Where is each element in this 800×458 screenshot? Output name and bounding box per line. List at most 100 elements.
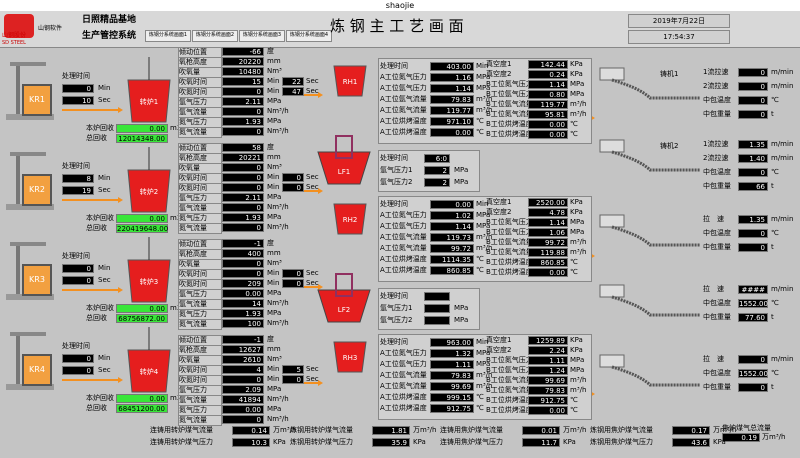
label: 2流拉速 — [703, 154, 729, 162]
lf-name: LF1 — [337, 168, 351, 176]
label: t — [771, 313, 774, 321]
arrow — [118, 287, 123, 293]
label: Sec — [306, 269, 319, 277]
vendor: 山钢软件 — [38, 25, 63, 32]
label: Min — [98, 84, 111, 92]
value: 1.14 — [430, 84, 474, 93]
converter-name: 转炉2 — [139, 188, 159, 196]
label: A工位氮气压力 — [380, 73, 427, 81]
tab[interactable]: 炼钢分系统画面3 — [239, 30, 285, 42]
label: 氩气压力1 — [380, 304, 413, 312]
vessel-shape — [335, 273, 353, 297]
vessel-shape — [16, 66, 20, 116]
label: MPa — [570, 80, 585, 88]
value: 99.69 — [528, 376, 568, 385]
label: ℃ — [476, 128, 484, 136]
value: 0 — [738, 383, 768, 392]
label: B工位氩气压力 — [486, 366, 533, 374]
tab[interactable]: 炼钢分系统画面2 — [192, 30, 238, 42]
label: MPa — [570, 356, 585, 364]
label: A工位烘烤温度 — [380, 128, 427, 136]
value: 100 — [222, 319, 264, 328]
label: B工位氮气压力 — [486, 80, 533, 88]
value: 0.00 — [528, 120, 568, 129]
label: KPa — [570, 336, 583, 344]
label: ℃ — [476, 393, 484, 401]
value: 0.00 — [222, 289, 264, 298]
label: m³/h — [476, 106, 493, 114]
value: 6:0 — [424, 154, 450, 163]
value: 0 — [222, 173, 264, 182]
vessel-shape — [6, 204, 54, 210]
label: m/min — [771, 154, 794, 162]
label: 处理时间 — [62, 72, 90, 80]
label: 本炉回收 — [86, 214, 114, 222]
label: 1流拉速 — [703, 68, 729, 76]
param-label: 氮气流量 — [178, 223, 222, 234]
label: Min — [267, 77, 280, 85]
label: MPa — [454, 166, 469, 174]
value: 2.24 — [528, 346, 568, 355]
value: 0.00 — [430, 200, 474, 209]
label: Sec — [306, 375, 319, 383]
converter-name: 转炉4 — [139, 368, 159, 376]
label: m/min — [771, 140, 794, 148]
arrow — [118, 197, 123, 203]
value: 1.24 — [528, 366, 568, 375]
label: A工位烘烤温度 — [380, 117, 427, 125]
value: 1.02 — [430, 211, 474, 220]
tab[interactable]: 炼钢分系统画面4 — [286, 30, 332, 42]
kr-vessel: KR4 — [22, 354, 52, 386]
vessel-shape — [599, 139, 625, 153]
label: 连铸用转炉煤气流量 — [150, 426, 213, 434]
label: mm — [267, 249, 281, 257]
value: -66 — [222, 47, 264, 56]
caster-name: 铸机2 — [660, 142, 679, 150]
value: 0 — [738, 82, 768, 91]
value: 971.10 — [430, 117, 474, 126]
label: mm — [267, 57, 281, 65]
value: 1.11 — [430, 360, 474, 369]
value: 79.83 — [430, 371, 474, 380]
label: Min — [267, 279, 280, 287]
label: Sec — [306, 77, 319, 85]
label: 炼钢用焦炉煤气压力 — [590, 438, 653, 446]
arrow — [118, 107, 123, 113]
label: MPa — [476, 84, 491, 92]
arrow — [611, 365, 700, 387]
label: 处理时间 — [380, 154, 408, 162]
label: Nm³/h — [267, 127, 289, 135]
label: 炼钢用焦炉煤气流量 — [590, 426, 653, 434]
arrow — [611, 295, 700, 317]
label: B工位氩气压力 — [486, 90, 533, 98]
value: #### — [738, 285, 768, 294]
kr-vessel: KR2 — [22, 174, 52, 206]
label: KPa — [570, 60, 583, 68]
arrow — [333, 65, 367, 97]
label: MPa — [570, 218, 585, 226]
label: 度 — [267, 239, 274, 247]
vessel-shape — [335, 135, 353, 159]
value: 0.00 — [116, 304, 168, 313]
label: B工位氩气流量 — [486, 376, 533, 384]
value: 1.16 — [430, 73, 474, 82]
value: 400 — [222, 249, 264, 258]
label: ℃ — [476, 404, 484, 412]
label: 度 — [267, 143, 274, 151]
vessel-shape — [10, 242, 46, 246]
param-label: 氮气流量 — [178, 415, 222, 426]
label: 连铸用焦炉煤气流量 — [440, 426, 503, 434]
label: Min — [98, 354, 111, 362]
value: 0 — [282, 183, 304, 192]
value: 999.15 — [430, 393, 474, 402]
vessel-shape — [6, 294, 54, 300]
value: 0 — [62, 354, 94, 363]
tab[interactable]: 炼钢分系统画面1 — [145, 30, 191, 42]
value: 10480 — [222, 67, 264, 76]
value: 95.81 — [528, 110, 568, 119]
value: 99.72 — [430, 244, 474, 253]
label: A工位氩气流量 — [380, 371, 427, 379]
value: 2.09 — [222, 385, 264, 394]
value: 119.73 — [430, 233, 474, 242]
label: m3 — [170, 394, 182, 402]
